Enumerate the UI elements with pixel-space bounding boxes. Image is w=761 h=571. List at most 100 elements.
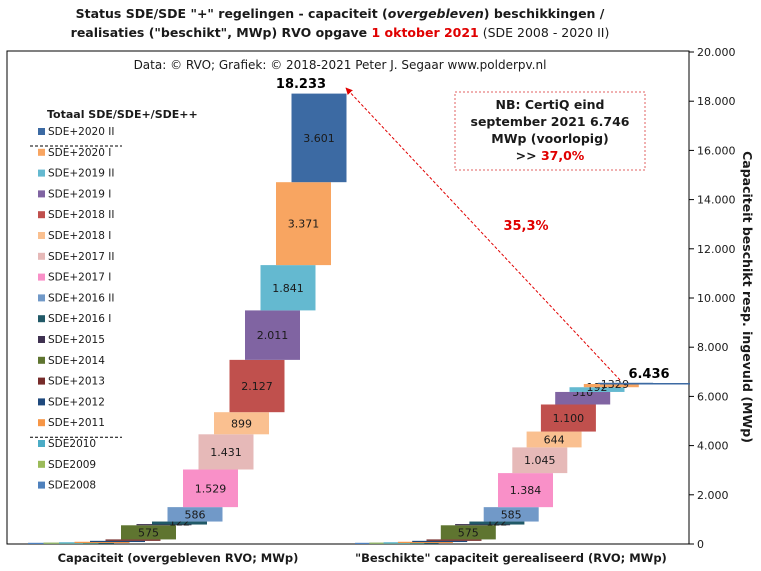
legend-entry: SDE+2014 xyxy=(48,355,105,367)
legend-swatch xyxy=(38,169,45,177)
legend-swatch xyxy=(38,356,45,364)
bar-segment xyxy=(426,539,482,541)
legend-swatch xyxy=(38,460,45,468)
bar-segment xyxy=(183,469,238,508)
bar-segment xyxy=(260,265,316,311)
legend-swatch xyxy=(38,128,45,135)
bar-segment xyxy=(214,412,269,435)
y-tick-label: 16.000 xyxy=(697,144,736,157)
bar-segment xyxy=(498,473,553,508)
bar-segment xyxy=(512,447,568,474)
certiq-note: NB: CertiQ eind september 2021 6.746 MWp… xyxy=(454,91,646,171)
growth-arrow xyxy=(345,87,621,381)
y-axis-label: Capaciteit beschikt resp. ingevuld (MWp) xyxy=(740,151,755,443)
bar-segment xyxy=(555,391,611,405)
bar-segment xyxy=(276,182,331,266)
legend-swatch xyxy=(38,294,45,302)
y-tick-label: 18.000 xyxy=(697,95,736,108)
bar-data-label: 899 xyxy=(231,417,252,430)
legend-entry: SDE2008 xyxy=(48,480,96,492)
legend-entry: SDE+2012 xyxy=(48,396,105,408)
total-label-left: 18.233 xyxy=(276,77,326,92)
bar-segment xyxy=(105,539,161,541)
legend-swatch xyxy=(38,273,45,281)
note-line-1: NB: CertiQ eind xyxy=(495,97,604,112)
bar-segment xyxy=(412,540,468,543)
bars: 5751225861.5291.4318992.1272.0111.8413.3… xyxy=(28,93,690,544)
bar-data-label: 575 xyxy=(138,526,159,539)
bar-segment xyxy=(569,387,625,392)
bar-data-label: 3.371 xyxy=(288,218,320,231)
bar-segment xyxy=(455,524,511,526)
legend-entry: SDE+2015 xyxy=(48,334,105,346)
bar-segment xyxy=(167,507,223,522)
bar-segment xyxy=(469,521,525,525)
legend-entry: SDE+2019 II xyxy=(48,168,114,180)
legend-swatch xyxy=(38,481,45,489)
bar-data-label: 1.384 xyxy=(510,484,542,497)
legend-entry: SDE+2016 I xyxy=(48,313,111,325)
note-box xyxy=(454,91,646,171)
legend-entry: SDE+2019 I xyxy=(48,188,111,200)
bar-segment xyxy=(121,525,176,540)
bar-segment xyxy=(74,541,130,543)
legend-entry: SDE+2013 xyxy=(48,376,105,388)
legend-entry: SDE+2017 I xyxy=(48,272,111,284)
bar-data-label: 1.841 xyxy=(272,282,304,295)
note-line-3: MWp (voorlopig) xyxy=(491,131,609,146)
y-tick-label: 8.000 xyxy=(697,341,729,354)
legend-title: Totaal SDE/SDE+/SDE++ xyxy=(47,108,198,121)
bar-data-label: 1.529 xyxy=(195,482,227,495)
y-tick-label: 2.000 xyxy=(697,489,729,502)
bar-segment xyxy=(526,431,582,448)
bar-data-label: 1.431 xyxy=(210,446,242,459)
legend-swatch xyxy=(38,419,45,427)
legend-swatch xyxy=(38,190,45,198)
legend-swatch xyxy=(38,252,45,260)
note-percentage: 37,0% xyxy=(541,148,585,163)
legend-entry: SDE2009 xyxy=(48,459,96,471)
legend-entry: SDE2010 xyxy=(48,438,96,450)
note-prefix: >> xyxy=(516,148,541,163)
bar-segment xyxy=(136,524,192,526)
legend-swatch xyxy=(38,336,45,343)
note-line-4: >> 37,0% xyxy=(516,148,585,163)
y-tick-label: 12.000 xyxy=(697,243,736,256)
y-tick-label: 10.000 xyxy=(697,292,736,305)
bar-segment xyxy=(152,521,207,525)
legend-entry: SDE+2020 I xyxy=(48,147,111,159)
category-label-left: Capaciteit (overgebleven RVO; MWp) xyxy=(58,551,299,565)
bar-data-label: 644 xyxy=(544,433,565,446)
legend: SDE+2020 II SDE+2020 I SDE+2019 II SDE+2019… xyxy=(30,126,122,492)
bar-segment xyxy=(483,507,539,522)
bar-data-label: 585 xyxy=(501,508,522,521)
total-label-right: 6.436 xyxy=(628,367,669,382)
growth-percentage: 35,3% xyxy=(503,219,548,234)
y-tick-label: 0 xyxy=(697,538,704,551)
legend-swatch xyxy=(38,398,45,406)
legend-entry: SDE+2018 I xyxy=(48,230,111,242)
chart-subtitle: Data: © RVO; Grafiek: © 2018-2021 Peter … xyxy=(134,58,547,72)
bar-data-label: 3.601 xyxy=(303,132,335,145)
bar-segment xyxy=(229,359,285,413)
bar-data-label: 575 xyxy=(458,526,479,539)
y-tick-label: 4.000 xyxy=(697,440,729,453)
y-tick-label: 20.000 xyxy=(697,46,736,59)
legend-entry: SDE+2017 II xyxy=(48,251,114,263)
y-tick-label: 6.000 xyxy=(697,390,729,403)
legend-entry: SDE+2018 II xyxy=(48,209,114,221)
legend-entry: SDE+2020 II xyxy=(48,126,114,138)
bar-segment xyxy=(245,310,300,360)
y-axis: 0 2.000 4.000 6.000 8.000 10.000 12.000 14.000 1… xyxy=(689,46,736,551)
legend-entry: SDE+2016 II xyxy=(48,292,114,304)
legend-swatch xyxy=(38,440,45,447)
legend-swatch xyxy=(38,148,45,156)
bar-segment xyxy=(90,540,145,543)
bar-data-label: 2.127 xyxy=(241,380,273,393)
bar-segment xyxy=(198,434,254,470)
chart-title: Status SDE/SDE "+" regelingen - capacite… xyxy=(70,6,610,40)
bar-segment xyxy=(583,383,639,388)
note-line-2: september 2021 6.746 xyxy=(471,114,630,129)
bar-segment xyxy=(291,93,347,183)
